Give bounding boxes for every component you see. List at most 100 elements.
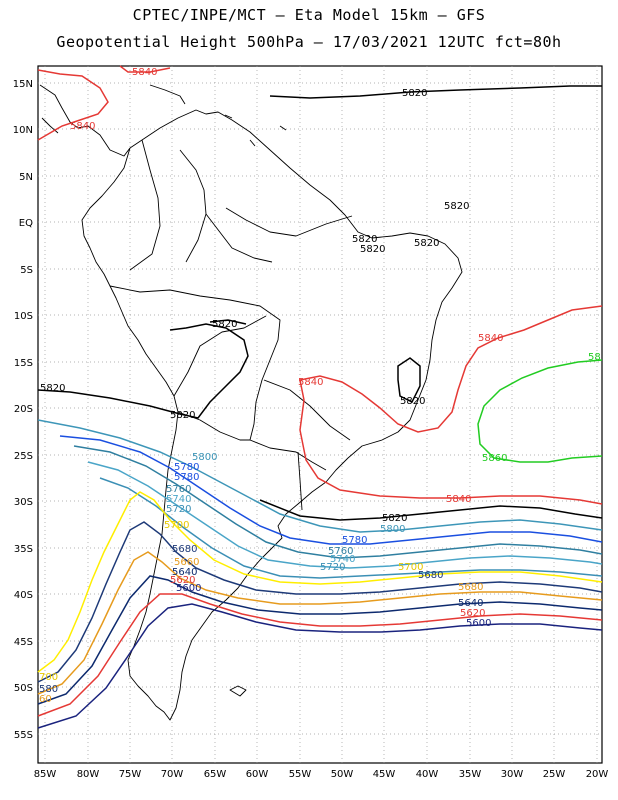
graticule xyxy=(38,66,602,763)
contour-label: 5700 xyxy=(398,562,423,573)
contour-5860 xyxy=(477,359,603,463)
lon-tick-label: 75W xyxy=(119,769,142,780)
contour-5620 xyxy=(37,593,603,717)
contour-5840-north xyxy=(37,69,109,141)
contour-label: 5800 xyxy=(380,524,405,535)
contour-5760 xyxy=(73,445,603,559)
contour-label: 5820 xyxy=(212,319,237,330)
contour-lines xyxy=(37,65,603,729)
contour-labels: 5840 5840 5820 5820 5820 5820 5820 5820 … xyxy=(39,67,601,705)
contour-5820-south xyxy=(259,499,603,521)
contour-label: 5740 xyxy=(330,554,355,565)
contour-5780 xyxy=(59,435,603,545)
lon-tick-label: 65W xyxy=(204,769,227,780)
contour-label: 5820 xyxy=(382,513,407,524)
lon-tick-label: 45W xyxy=(373,769,396,780)
contour-label: 5780 xyxy=(174,472,199,483)
contour-5840-north-b xyxy=(119,65,171,73)
latitude-axis: 15N 10N 5N EQ 5S 10S 15S 20S 25S 30S 35S… xyxy=(13,79,33,741)
contour-label: 5800 xyxy=(192,452,217,463)
longitude-axis: 85W 80W 75W 70W 65W 60W 55W 50W 45W 40W … xyxy=(34,769,609,780)
lon-tick-label: 50W xyxy=(331,769,354,780)
lon-tick-label: 60W xyxy=(246,769,269,780)
lat-tick-label: 15N xyxy=(13,79,33,90)
contour-label: 5620 xyxy=(460,608,485,619)
contour-5740 xyxy=(87,461,603,569)
contour-5820-main xyxy=(37,323,249,419)
contour-label: 5600 xyxy=(176,583,201,594)
lon-tick-label: 80W xyxy=(77,769,100,780)
lat-tick-label: 10N xyxy=(13,125,33,136)
contour-label: 5820 xyxy=(40,383,65,394)
contour-5700 xyxy=(37,491,603,673)
contour-5680 xyxy=(37,521,603,683)
lat-tick-label: 35S xyxy=(14,544,33,555)
contour-label: 580 xyxy=(39,684,58,695)
contour-5820-small xyxy=(209,319,247,325)
contour-label: 5740 xyxy=(166,494,191,505)
contour-5820-loop xyxy=(397,357,421,404)
contour-5600 xyxy=(37,603,603,729)
map-frame xyxy=(37,65,603,764)
contour-label: 5840 xyxy=(70,121,95,132)
contour-label: 5820 xyxy=(170,410,195,421)
lat-tick-label: 40S xyxy=(14,590,33,601)
contour-label: 5820 xyxy=(414,238,439,249)
contour-label: 5720 xyxy=(166,504,191,515)
contour-label: 5760 xyxy=(328,546,353,557)
lat-tick-label: 45S xyxy=(14,637,33,648)
contour-label: 58 xyxy=(588,352,601,363)
contour-5840-mid-b xyxy=(299,379,603,505)
lat-tick-label: 25S xyxy=(14,451,33,462)
lat-tick-label: 5S xyxy=(20,265,33,276)
contour-label: 5780 xyxy=(174,462,199,473)
contour-5660 xyxy=(37,551,603,695)
contour-label: 700 xyxy=(39,672,58,683)
contour-label: 5720 xyxy=(320,562,345,573)
contour-label: 5780 xyxy=(342,535,367,546)
lat-tick-label: EQ xyxy=(19,218,33,229)
contour-label: 5820 xyxy=(402,88,427,99)
lat-tick-label: 55S xyxy=(14,730,33,741)
lon-tick-label: 85W xyxy=(34,769,57,780)
contour-label: 5600 xyxy=(466,618,491,629)
map-title-line1: CPTEC/INPE/MCT – Eta Model 15km – GFS xyxy=(132,6,486,24)
contour-label: 5700 xyxy=(164,520,189,531)
lon-tick-label: 70W xyxy=(161,769,184,780)
contour-label: 5840 xyxy=(446,494,471,505)
contour-label: 60 xyxy=(39,694,52,705)
lat-tick-label: 20S xyxy=(14,404,33,415)
lon-tick-label: 20W xyxy=(586,769,609,780)
contour-label: 5680 xyxy=(172,544,197,555)
coastline xyxy=(39,84,463,721)
contour-label: 5840 xyxy=(478,333,503,344)
contour-label: 5840 xyxy=(132,67,157,78)
lon-tick-label: 55W xyxy=(289,769,312,780)
lat-tick-label: 5N xyxy=(19,172,33,183)
contour-label: 5840 xyxy=(298,377,323,388)
lat-tick-label: 10S xyxy=(14,311,33,322)
contour-label: 5640 xyxy=(458,598,483,609)
contour-label: 5860 xyxy=(482,453,507,464)
lon-tick-label: 35W xyxy=(459,769,482,780)
contour-5800 xyxy=(37,419,603,533)
contour-5640 xyxy=(37,575,603,705)
contour-label: 5660 xyxy=(174,557,199,568)
contour-5840-mid xyxy=(299,305,603,433)
contour-label: 5620 xyxy=(170,575,195,586)
lat-tick-label: 50S xyxy=(14,683,33,694)
contour-5820-north xyxy=(269,85,602,99)
contour-label: 5820 xyxy=(444,201,469,212)
lat-tick-label: 15S xyxy=(14,358,33,369)
lat-tick-label: 30S xyxy=(14,497,33,508)
lon-tick-label: 25W xyxy=(543,769,566,780)
contour-label: 5820 xyxy=(400,396,425,407)
contour-label: 5640 xyxy=(172,567,197,578)
contour-label: 5760 xyxy=(166,484,191,495)
contour-label: 5680 xyxy=(458,582,483,593)
map-title-line2: Geopotential Height 500hPa – 17/03/2021 … xyxy=(56,33,562,51)
lon-tick-label: 30W xyxy=(501,769,524,780)
contour-label: 5680 xyxy=(418,570,443,581)
contour-label: 5820 xyxy=(360,244,385,255)
